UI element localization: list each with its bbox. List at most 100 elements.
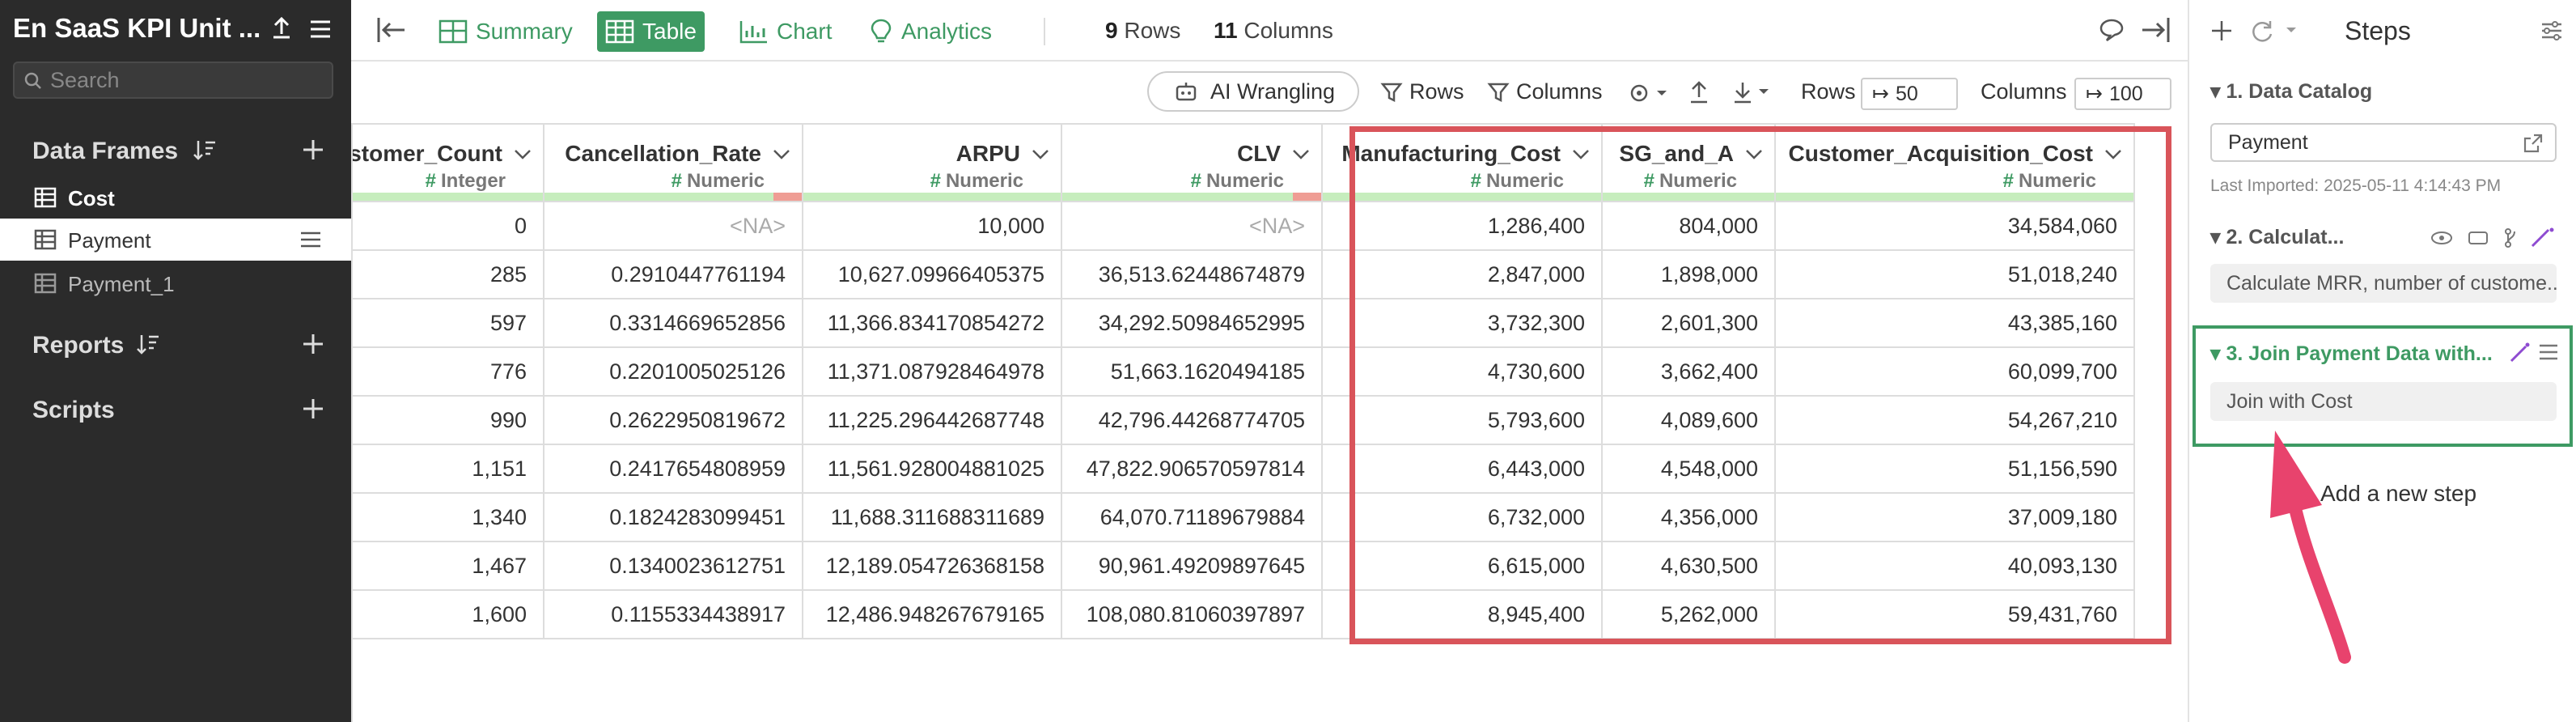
menu-icon[interactable] (299, 230, 322, 249)
table-cell[interactable]: 4,630,500 (1602, 541, 1776, 590)
table-cell[interactable]: 51,663.1620494185 (1061, 346, 1323, 396)
table-cell[interactable]: 11,371.087928464978 (803, 346, 1062, 396)
table-cell[interactable]: 40,093,130 (1775, 541, 2135, 590)
rows-limit-input[interactable]: ↦ 50 (1861, 78, 1958, 110)
step-3-description[interactable]: Join with Cost (2210, 382, 2557, 421)
table-cell[interactable]: 0.2201005025126 (544, 346, 803, 396)
column-header[interactable]: Cancellation_Rate # Numeric (544, 123, 803, 202)
table-cell[interactable]: 11,225.296442687748 (803, 395, 1062, 444)
external-link-icon[interactable] (2523, 133, 2544, 154)
add-report-icon[interactable] (301, 332, 325, 356)
column-header[interactable]: CLV # Numeric (1061, 123, 1323, 202)
table-cell[interactable]: 6,615,000 (1322, 541, 1603, 590)
analytics-tab[interactable]: Analytics (861, 11, 1000, 52)
table-cell[interactable]: 11,561.928004881025 (803, 444, 1062, 493)
table-cell[interactable]: 3,732,300 (1322, 298, 1603, 347)
export-icon[interactable] (267, 13, 296, 42)
table-cell[interactable]: 2,847,000 (1322, 249, 1603, 299)
step-menu-icon[interactable] (2537, 342, 2560, 363)
table-cell[interactable]: 4,089,600 (1602, 395, 1776, 444)
table-cell[interactable]: 1,340 (353, 492, 544, 542)
data-frame-item-payment-1[interactable]: Payment_1 (0, 262, 351, 304)
collapse-sidebar-icon[interactable] (375, 16, 408, 44)
table-cell[interactable]: 12,189.054726368158 (803, 541, 1062, 590)
table-cell[interactable]: 42,796.44268774705 (1061, 395, 1323, 444)
chevron-down-icon[interactable] (1292, 149, 1310, 160)
table-cell[interactable]: 37,009,180 (1775, 492, 2135, 542)
table-cell[interactable]: 0.1340023612751 (544, 541, 803, 590)
table-cell[interactable]: 0.2910447761194 (544, 249, 803, 299)
collapse-steps-icon[interactable] (2139, 16, 2171, 44)
table-cell[interactable]: 60,099,700 (1775, 346, 2135, 396)
step-1-source[interactable]: Payment (2210, 123, 2557, 162)
table-cell[interactable]: 10,000 (803, 201, 1062, 250)
chart-tab[interactable]: Chart (731, 11, 840, 52)
data-frame-item-cost[interactable]: Cost (0, 176, 351, 219)
table-cell[interactable]: 285 (353, 249, 544, 299)
table-cell[interactable]: 804,000 (1602, 201, 1776, 250)
add-script-icon[interactable] (301, 397, 325, 421)
column-header[interactable]: Customer_Acquisition_Cost # Numeric (1775, 123, 2135, 202)
table-cell[interactable]: 1,898,000 (1602, 249, 1776, 299)
step-2-description[interactable]: Calculate MRR, number of custome... (2210, 264, 2557, 303)
columns-filter-button[interactable]: Columns (1487, 79, 1603, 104)
hamburger-menu-icon[interactable] (306, 15, 335, 44)
refresh-icon[interactable] (2249, 18, 2303, 44)
table-cell[interactable]: 2,601,300 (1602, 298, 1776, 347)
table-cell[interactable]: 54,267,210 (1775, 395, 2135, 444)
chevron-down-icon[interactable] (2104, 149, 2122, 160)
column-header[interactable]: ARPU # Numeric (803, 123, 1062, 202)
project-title[interactable]: En SaaS KPI Unit ... (13, 13, 261, 43)
rows-filter-button[interactable]: Rows (1380, 79, 1464, 104)
table-cell[interactable]: 4,356,000 (1602, 492, 1776, 542)
table-cell[interactable]: <NA> (1061, 201, 1323, 250)
table-cell[interactable]: 34,584,060 (1775, 201, 2135, 250)
chevron-down-icon[interactable] (773, 149, 790, 160)
table-cell[interactable]: 34,292.50984652995 (1061, 298, 1323, 347)
table-cell[interactable]: 10,627.09966405375 (803, 249, 1062, 299)
table-cell[interactable]: 0.1155334438917 (544, 589, 803, 639)
download-icon[interactable] (1731, 79, 1773, 105)
table-cell[interactable]: 6,732,000 (1322, 492, 1603, 542)
table-cell[interactable]: 36,513.62448674879 (1061, 249, 1323, 299)
sliders-icon[interactable] (2539, 18, 2565, 44)
table-cell[interactable]: 4,548,000 (1602, 444, 1776, 493)
table-cell[interactable]: 90,961.49209897645 (1061, 541, 1323, 590)
table-cell[interactable]: 5,793,600 (1322, 395, 1603, 444)
table-cell[interactable]: 0 (353, 201, 544, 250)
comment-icon[interactable] (2099, 18, 2125, 42)
chevron-down-icon[interactable] (1745, 149, 1763, 160)
table-cell[interactable]: 43,385,160 (1775, 298, 2135, 347)
table-cell[interactable]: 5,262,000 (1602, 589, 1776, 639)
table-cell[interactable]: 0.2622950819672 (544, 395, 803, 444)
column-header[interactable]: Manufacturing_Cost # Numeric (1322, 123, 1603, 202)
table-cell[interactable]: 4,730,600 (1322, 346, 1603, 396)
table-cell[interactable]: 776 (353, 346, 544, 396)
table-tab[interactable]: Table (597, 11, 705, 52)
sort-icon[interactable] (191, 136, 218, 164)
table-cell[interactable]: 108,080.81060397897 (1061, 589, 1323, 639)
step-2-icons[interactable] (2430, 225, 2560, 251)
step-2-header[interactable]: ▾ 2. Calculat... (2210, 225, 2344, 249)
table-cell[interactable]: 51,156,590 (1775, 444, 2135, 493)
step-3-card[interactable] (2193, 325, 2573, 447)
table-cell[interactable]: 1,600 (353, 589, 544, 639)
export-icon[interactable] (1688, 79, 1710, 105)
sort-icon[interactable] (134, 330, 162, 358)
table-cell[interactable]: 6,443,000 (1322, 444, 1603, 493)
table-cell[interactable]: 1,467 (353, 541, 544, 590)
add-step-button[interactable]: Add a new step (2320, 481, 2477, 506)
table-cell[interactable]: 597 (353, 298, 544, 347)
data-frame-item-payment[interactable]: Payment (0, 219, 351, 261)
table-cell[interactable]: 990 (353, 395, 544, 444)
columns-limit-input[interactable]: ↦ 100 (2074, 78, 2171, 110)
table-cell[interactable]: 47,822.906570597814 (1061, 444, 1323, 493)
search-box[interactable] (13, 62, 333, 99)
column-header[interactable]: SG_and_A # Numeric (1602, 123, 1776, 202)
table-cell[interactable]: 0.1824283099451 (544, 492, 803, 542)
table-cell[interactable]: 8,945,400 (1322, 589, 1603, 639)
add-data-frame-icon[interactable] (301, 138, 325, 162)
table-cell[interactable]: 12,486.948267679165 (803, 589, 1062, 639)
ai-wrangling-button[interactable]: AI Wrangling (1147, 71, 1359, 112)
summary-tab[interactable]: Summary (430, 11, 581, 52)
